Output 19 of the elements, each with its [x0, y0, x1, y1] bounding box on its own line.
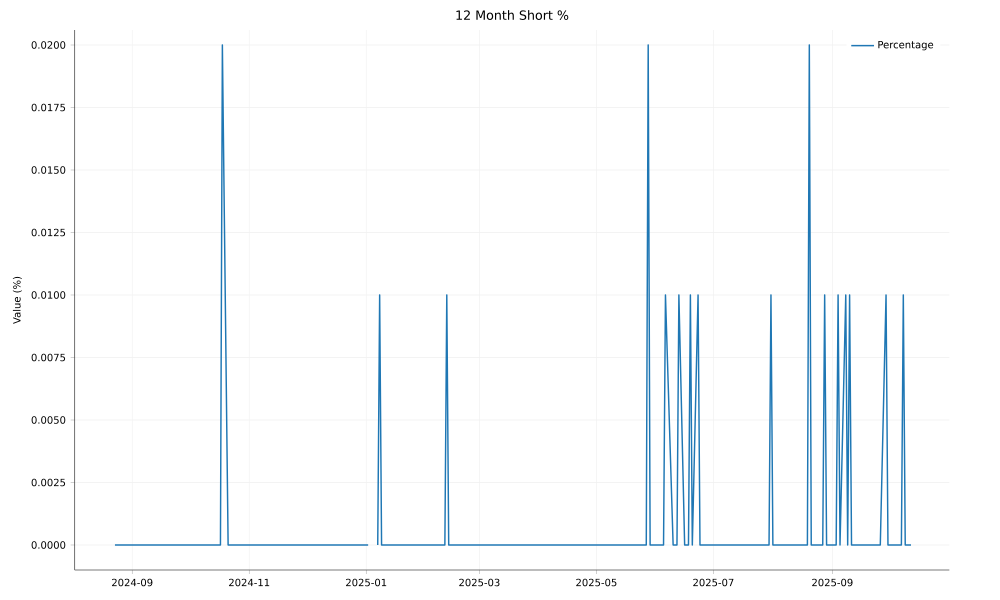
- y-tick-label: 0.0200: [32, 41, 66, 49]
- x-tick-label: 2024-09: [112, 578, 152, 586]
- x-tick-label: 2025-09: [812, 578, 853, 586]
- x-tick-label: 2025-03: [459, 578, 500, 586]
- x-tick-label: 2025-01: [346, 578, 386, 586]
- y-axis-title: Value (%): [12, 276, 22, 324]
- y-tick-label: 0.0175: [32, 104, 66, 112]
- y-tick-label: 0.0025: [32, 478, 66, 486]
- y-tick-label: 0.0000: [32, 541, 66, 549]
- x-tick-label: 2025-07: [693, 578, 734, 586]
- y-tick-label: 0.0125: [32, 228, 66, 236]
- x-tick-label: 2025-05: [576, 578, 616, 586]
- y-tick-label: 0.0075: [32, 354, 66, 362]
- y-tick-label: 0.0050: [32, 416, 66, 424]
- y-tick-label: 0.0150: [32, 166, 66, 174]
- y-tick-label: 0.0100: [32, 291, 66, 299]
- legend-label: Percentage: [878, 41, 934, 50]
- x-tick-label: 2024-11: [229, 578, 270, 586]
- chart-title: 12 Month Short %: [456, 10, 568, 20]
